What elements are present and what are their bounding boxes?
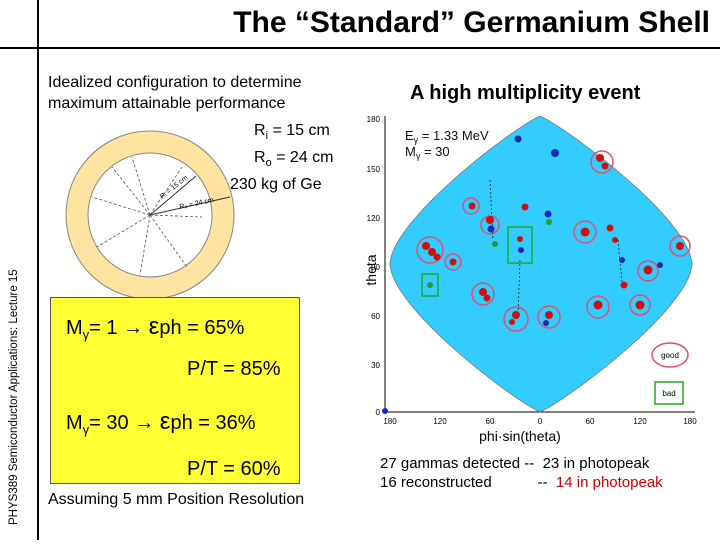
shell-specs: Ri = 15 cm Ro = 24 cm 230 kg of Ge bbox=[230, 120, 334, 195]
hit-red bbox=[580, 227, 590, 237]
x-tick: 60 bbox=[486, 417, 495, 426]
good-cluster-circle bbox=[471, 282, 495, 306]
x-tick: 120 bbox=[633, 417, 647, 426]
y-tick: 0 bbox=[376, 408, 381, 417]
hit-red bbox=[517, 236, 523, 242]
good-cluster-circle bbox=[629, 294, 651, 316]
hit-blue bbox=[619, 257, 625, 263]
y-tick: 150 bbox=[367, 165, 381, 174]
good-cluster-circle bbox=[416, 236, 444, 264]
hit-red bbox=[512, 311, 520, 319]
good-cluster-circle bbox=[462, 197, 480, 215]
hit-red bbox=[486, 216, 494, 224]
hit-blue bbox=[544, 210, 552, 218]
single-gamma-efficiency: Mγ= 1 → εph = 65% bbox=[66, 313, 245, 342]
hit-red bbox=[468, 202, 476, 210]
event-title: A high multiplicity event bbox=[410, 82, 641, 104]
inner-radius-spec: Ri = 15 cm bbox=[254, 122, 330, 143]
hit-red bbox=[643, 265, 653, 275]
good-cluster-circle bbox=[637, 260, 659, 282]
performance-box: Mγ= 1 → εph = 65% P/T = 85% Mγ= 30 → εph… bbox=[50, 297, 300, 484]
x-tick: 120 bbox=[433, 417, 447, 426]
hit-green bbox=[492, 241, 498, 247]
hit-blue bbox=[487, 225, 495, 233]
multi-gamma-efficiency: Mγ= 30 → εph = 36% bbox=[66, 408, 256, 437]
hit-red bbox=[449, 258, 457, 266]
x-axis-label: phi·sin(theta) bbox=[479, 428, 561, 444]
hit-red bbox=[509, 319, 515, 325]
bad-legend-marker bbox=[654, 381, 684, 405]
outer-radius-spec: Ro = 24 cm bbox=[254, 149, 334, 170]
y-axis-label: theta bbox=[363, 254, 379, 285]
good-cluster-circle bbox=[503, 306, 529, 332]
description-line: maximum attainable performance bbox=[48, 95, 286, 112]
bad-cluster-box bbox=[507, 226, 533, 264]
good-cluster-circle bbox=[573, 220, 597, 244]
hit-blue bbox=[543, 320, 549, 326]
hit-red bbox=[422, 242, 430, 250]
hit-red bbox=[545, 311, 553, 319]
good-legend-marker bbox=[651, 342, 689, 368]
hit-red bbox=[620, 281, 628, 289]
good-cluster-circle bbox=[669, 235, 691, 257]
single-peak-total: P/T = 85% bbox=[187, 358, 281, 380]
sidebar-divider bbox=[37, 0, 39, 540]
x-tick: 0 bbox=[538, 417, 543, 426]
germanium-shell-diagram: Rᵢ = 15 cm Rₒ = 24 cm bbox=[65, 130, 235, 300]
hit-blue bbox=[518, 247, 524, 253]
slide-title: The “Standard” Germanium Shell bbox=[233, 6, 710, 39]
hit-red bbox=[433, 253, 441, 261]
hit-red bbox=[601, 162, 609, 170]
hit-red bbox=[596, 154, 604, 162]
y-tick: 30 bbox=[371, 361, 380, 370]
description: Idealized configuration to determine max… bbox=[48, 72, 368, 114]
good-cluster-circle bbox=[590, 150, 614, 174]
hit-red bbox=[428, 248, 436, 256]
lecture-sidebar: PHYS389 Semiconductor Applications: Lect… bbox=[2, 225, 32, 545]
y-tick: 180 bbox=[367, 115, 381, 124]
mass-spec: 230 kg of Ge bbox=[230, 176, 322, 194]
good-legend-label: good bbox=[661, 351, 679, 360]
hit-blue bbox=[382, 408, 388, 414]
hit-red bbox=[635, 300, 645, 310]
x-tick: 180 bbox=[383, 417, 397, 426]
hit-red bbox=[483, 294, 491, 302]
hit-red bbox=[606, 224, 614, 232]
hit-red bbox=[479, 288, 487, 296]
bad-legend-label: bad bbox=[662, 389, 675, 398]
hit-red bbox=[612, 237, 618, 243]
y-tick: 90 bbox=[371, 263, 380, 272]
hit-red bbox=[593, 300, 603, 310]
event-plot: 180 150 120 90 60 30 0 180 120 60 0 60 1… bbox=[363, 115, 697, 444]
hit-green bbox=[546, 219, 552, 225]
y-tick: 60 bbox=[371, 312, 380, 321]
hit-blue bbox=[514, 135, 522, 143]
hit-blue bbox=[657, 262, 663, 268]
x-tick: 180 bbox=[683, 417, 697, 426]
title-divider bbox=[0, 47, 720, 49]
hit-red bbox=[676, 242, 684, 250]
summary-reconstructed: 16 reconstructed -- 14 in photopeak bbox=[380, 474, 663, 491]
good-cluster-circle bbox=[537, 305, 561, 329]
hit-red bbox=[521, 203, 529, 211]
assumption-note: Assuming 5 mm Position Resolution bbox=[48, 491, 305, 508]
description-line: Idealized configuration to determine bbox=[48, 74, 302, 91]
summary-detected: 27 gammas detected -- 23 in photopeak bbox=[380, 455, 650, 472]
bad-cluster-box bbox=[421, 273, 439, 297]
good-cluster-circle bbox=[586, 295, 610, 319]
y-tick: 120 bbox=[367, 214, 381, 223]
multi-peak-total: P/T = 60% bbox=[187, 458, 281, 480]
multiplicity-label: Mγ = 30 bbox=[405, 144, 450, 161]
energy-label: Eγ = 1.33 MeV bbox=[405, 128, 489, 145]
hit-blue bbox=[551, 149, 559, 157]
good-cluster-circle bbox=[444, 253, 462, 271]
lecture-label: PHYS389 Semiconductor Applications: Lect… bbox=[8, 269, 20, 525]
hit-green bbox=[427, 282, 433, 288]
x-tick: 60 bbox=[586, 417, 595, 426]
